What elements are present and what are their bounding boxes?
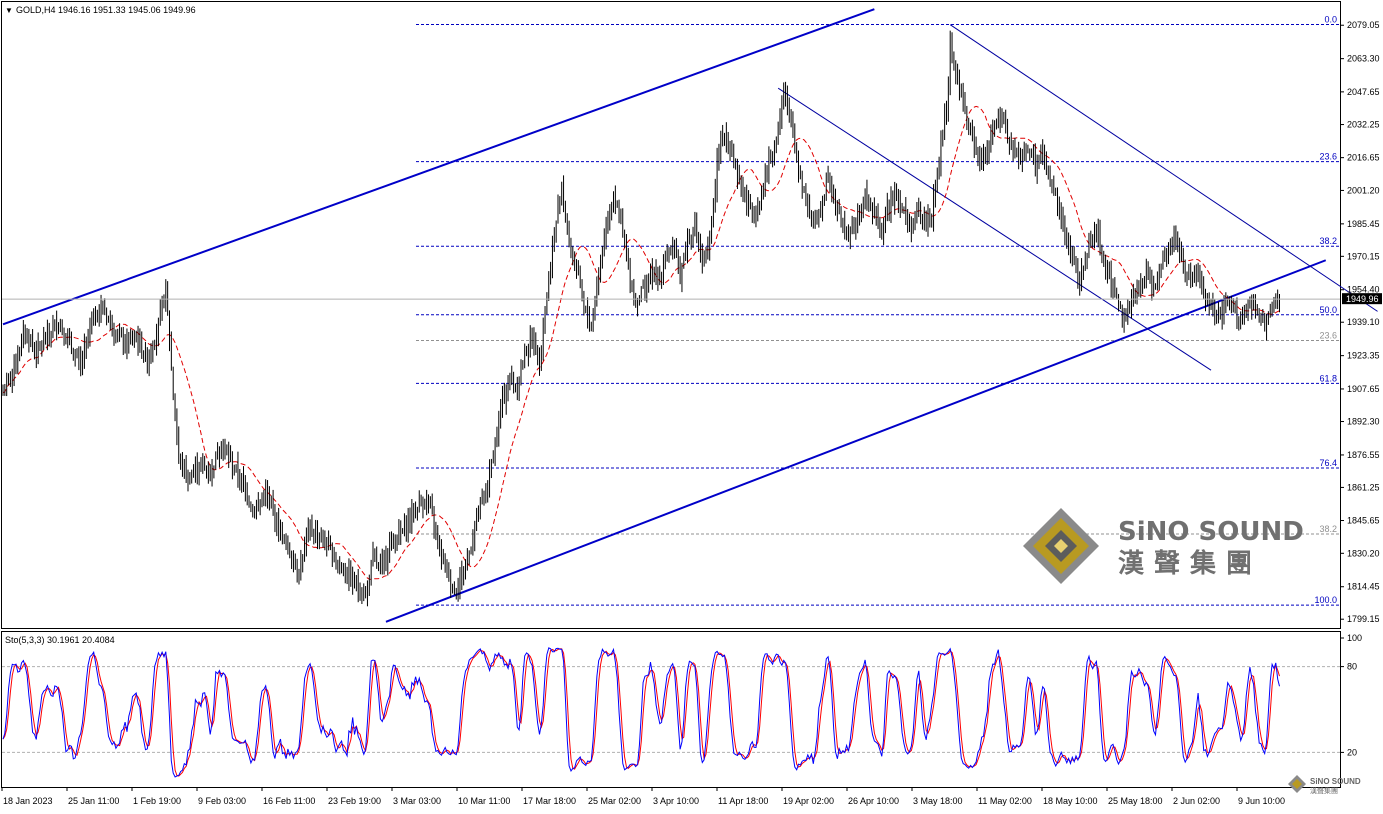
stochastic-tick-label: 20 — [1347, 747, 1357, 757]
current-price-tag: 1949.96 — [1346, 294, 1379, 304]
current-price-tag-bg — [1342, 293, 1382, 305]
time-tick-label: 9 Jun 10:00 — [1238, 796, 1285, 806]
time-tick-label: 18 Jan 2023 — [3, 796, 53, 806]
chart-header: GOLD,H4 1946.16 1951.33 1945.06 1949.96 — [16, 5, 196, 15]
stochastic-signal-line — [2, 648, 1280, 777]
price-tick-label: 1970.15 — [1347, 251, 1380, 261]
time-tick-label: 1 Feb 19:00 — [133, 796, 181, 806]
fib-level-label: 38.2 — [1319, 524, 1337, 534]
time-tick-label: 16 Feb 11:00 — [263, 796, 315, 806]
time-tick-label: 26 Apr 10:00 — [848, 796, 899, 806]
time-tick-label: 10 Mar 11:00 — [458, 796, 510, 806]
time-tick-label: 3 Apr 10:00 — [653, 796, 699, 806]
corner-logo-zh: 漢聲集團 — [1310, 786, 1338, 795]
time-tick-label: 11 May 02:00 — [978, 796, 1032, 806]
price-tick-label: 1876.55 — [1347, 450, 1380, 460]
corner-logo-diamond-gold — [1292, 779, 1302, 789]
time-tick-label: 19 Apr 02:00 — [783, 796, 834, 806]
stochastic-tick-label: 100 — [1347, 633, 1362, 643]
logo-brand-zh: 漢聲集團 — [1118, 548, 1262, 579]
fib-level-label: 0.0 — [1324, 14, 1337, 24]
price-tick-label: 2047.65 — [1347, 87, 1380, 97]
stochastic-header: Sto(5,3,3) 30.1961 20.4084 — [5, 635, 115, 645]
time-tick-label: 3 Mar 03:00 — [393, 796, 441, 806]
time-tick-label: 25 Mar 02:00 — [588, 796, 641, 806]
stochastic-axis: 100 80 20 — [1340, 633, 1362, 757]
price-tick-label: 2001.20 — [1347, 185, 1380, 195]
time-tick-label: 2 Jun 02:00 — [1173, 796, 1220, 806]
fib-level-label: 23.6 — [1319, 330, 1337, 340]
price-tick-label: 1907.65 — [1347, 384, 1380, 394]
time-tick-label: 25 May 18:00 — [1108, 796, 1163, 806]
price-tick-label: 2079.05 — [1347, 20, 1380, 30]
stochastic-tick-label: 80 — [1347, 662, 1357, 672]
price-tick-label: 1892.30 — [1347, 417, 1380, 427]
logo-diamond-core — [1054, 539, 1068, 553]
price-bars — [2, 30, 1280, 607]
upper-channel-line — [2, 8, 875, 326]
fib-level-label: 23.6 — [1319, 152, 1337, 162]
price-tick-label: 1845.65 — [1347, 516, 1380, 526]
price-tick-label: 1939.10 — [1347, 317, 1380, 327]
stochastic-main-line — [2, 647, 1280, 778]
price-tick-label: 1954.40 — [1347, 285, 1380, 295]
down-channel-lower-line — [777, 87, 1212, 371]
price-axis: 2079.05 2063.30 2047.65 2032.25 2016.65 2001.… — [1340, 20, 1380, 624]
trend-channels — [2, 8, 1378, 623]
time-tick-label: 17 Mar 18:00 — [523, 796, 576, 806]
time-tick-label: 25 Jan 11:00 — [68, 796, 119, 806]
lower-channel-line — [385, 259, 1327, 623]
stochastic-lines — [2, 647, 1280, 778]
time-tick-label: 3 May 18:00 — [913, 796, 963, 806]
fib-level-label: 61.8 — [1319, 373, 1337, 383]
chart-header-triangle: ▼ — [5, 6, 13, 15]
price-tick-label: 2063.30 — [1347, 54, 1380, 64]
fib-level-label: 76.4 — [1319, 458, 1337, 468]
price-tick-label: 1814.45 — [1347, 582, 1380, 592]
corner-logo: SiNO SOUND 漢聲集團 — [1288, 775, 1361, 795]
price-tick-label: 1830.20 — [1347, 548, 1380, 558]
time-axis: 18 Jan 2023 25 Jan 11:00 1 Feb 19:00 9 Feb … — [1, 787, 1285, 806]
fibonacci-levels: 0.0 23.6 38.2 50.0 23.6 61.8 76.4 38.2 100.0 — [416, 14, 1339, 606]
down-channel-upper-line — [949, 24, 1378, 312]
stochastic-pane-frame — [1, 631, 1341, 788]
time-tick-label: 18 May 10:00 — [1043, 796, 1098, 806]
price-tick-label: 2032.25 — [1347, 120, 1380, 130]
price-tick-label: 1799.15 — [1347, 614, 1380, 624]
logo-brand-en: SiNO SOUND — [1118, 517, 1304, 547]
sino-sound-watermark: SiNO SOUND 漢聲集團 — [1023, 508, 1304, 584]
time-tick-label: 11 Apr 18:00 — [718, 796, 768, 806]
price-tick-label: 1861.25 — [1347, 482, 1380, 492]
fib-level-label: 100.0 — [1314, 595, 1337, 605]
time-tick-label: 23 Feb 19:00 — [328, 796, 381, 806]
time-tick-label: 9 Feb 03:00 — [198, 796, 246, 806]
fib-level-label: 50.0 — [1319, 305, 1337, 315]
price-tick-label: 1923.35 — [1347, 351, 1380, 361]
price-tick-label: 2016.65 — [1347, 153, 1380, 163]
price-tick-label: 1985.45 — [1347, 219, 1380, 229]
corner-logo-en: SiNO SOUND — [1310, 777, 1361, 786]
fib-level-label: 38.2 — [1319, 236, 1337, 246]
